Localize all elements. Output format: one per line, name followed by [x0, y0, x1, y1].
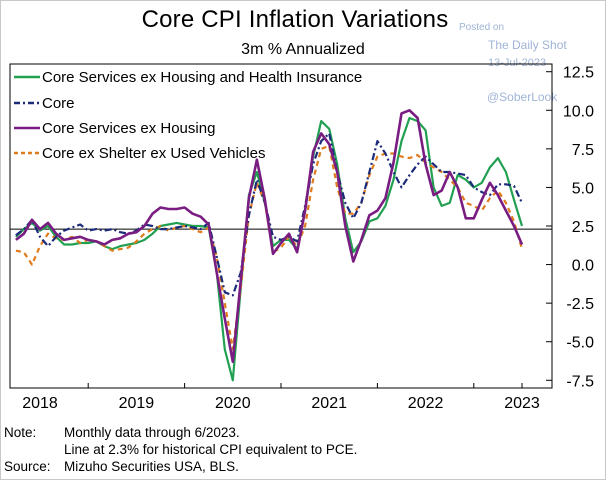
y-tick-label: -7.5 — [566, 373, 594, 390]
y-tick-label: 0.0 — [572, 258, 594, 275]
chart-subtitle: 3m % Annualized — [241, 41, 365, 58]
y-tick-label: 5.0 — [572, 180, 594, 197]
y-tick-label: 12.5 — [563, 65, 594, 82]
chart-notes: Note: Monthly data through 6/2023. Line … — [4, 424, 357, 475]
plot-area-border — [9, 63, 553, 389]
source-label: Source: — [4, 459, 51, 474]
chart-title: Core CPI Inflation Variations — [141, 6, 449, 33]
series-line-2 — [15, 109, 524, 364]
note-line-1: Monthly data through 6/2023. — [64, 425, 240, 440]
watermark-posted: Posted on — [459, 22, 505, 33]
y-tick-label: -5.0 — [566, 335, 594, 352]
note-line-2: Line at 2.3% for historical CPI equivale… — [64, 442, 358, 457]
legend-label-0: Core Services ex Housing and Health Insu… — [42, 69, 362, 86]
series-line-3 — [15, 144, 524, 351]
source-text: Mizuho Securities USA, BLS. — [64, 459, 239, 474]
y-tick-label: 7.5 — [572, 142, 594, 159]
y-tick-label: 2.5 — [572, 219, 594, 236]
x-tick-label: 2018 — [22, 395, 58, 412]
legend-label-1: Core — [42, 95, 75, 112]
x-tick-label: 2019 — [119, 395, 155, 412]
watermark-date: 13-Jul-2023 — [488, 57, 547, 69]
x-tick-label: 2021 — [311, 395, 347, 412]
note-label: Note: — [4, 425, 37, 440]
y-tick-label: -2.5 — [566, 296, 594, 313]
line-chart: 12.5 10.0 7.5 5.0 2.5 0.0 -2.5 -5.0 -7.5 2018 2019… — [9, 63, 594, 412]
y-tick-label: 10.0 — [563, 103, 594, 120]
x-tick-label: 2023 — [504, 395, 540, 412]
watermark-handle: @SoberLook — [487, 90, 558, 104]
legend-label-3: Core ex Shelter ex Used Vehicles — [42, 145, 265, 162]
x-tick-label: 2020 — [215, 395, 251, 412]
legend-label-2: Core Services ex Housing — [42, 120, 215, 137]
watermark-site: The Daily Shot — [488, 38, 567, 52]
x-tick-label: 2022 — [408, 395, 444, 412]
